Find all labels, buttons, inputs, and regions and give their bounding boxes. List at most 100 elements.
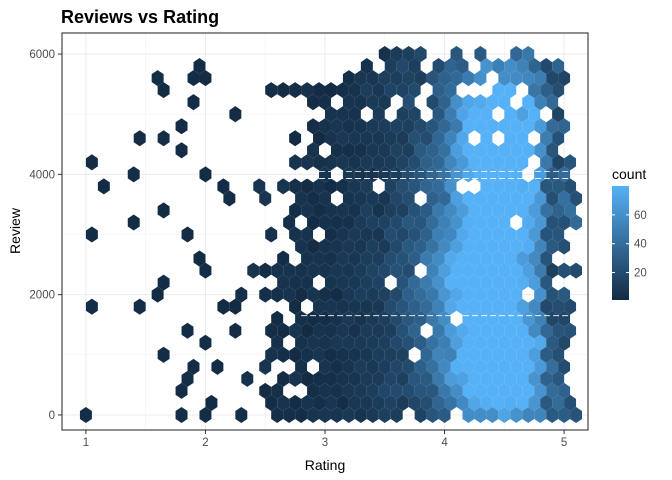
- hex-cell: [295, 286, 308, 303]
- hex-cell: [492, 250, 505, 267]
- hex-cell: [546, 238, 559, 255]
- hex-cell: [528, 394, 541, 411]
- hex-cell: [265, 346, 278, 363]
- hex-cell: [468, 322, 481, 339]
- hex-cell: [402, 94, 415, 111]
- hex-cell: [516, 250, 529, 267]
- x-axis-ticks: 1 2 3 4 5: [83, 430, 567, 449]
- hex-cell: [283, 286, 296, 303]
- hex-cell: [528, 82, 541, 99]
- hex-cell: [348, 106, 361, 123]
- hex-cell: [277, 250, 290, 267]
- hex-cell: [217, 298, 230, 315]
- hex-cell: [570, 262, 583, 279]
- hex-cell: [313, 394, 325, 411]
- hex-cell: [516, 298, 529, 315]
- x-tick-label: 3: [322, 437, 328, 449]
- hex-cell: [366, 118, 379, 135]
- hex-cell: [444, 106, 457, 123]
- hex-cell: [414, 46, 427, 63]
- hex-cell: [396, 82, 409, 99]
- hex-cell: [426, 286, 439, 303]
- hex-cell: [534, 334, 547, 351]
- hex-cell: [534, 382, 547, 399]
- hex-cell: [360, 370, 373, 387]
- hex-cell: [330, 118, 343, 135]
- hex-cell: [414, 286, 427, 303]
- hex-cell: [420, 130, 433, 147]
- hex-cell: [342, 94, 355, 111]
- hex-cell: [325, 82, 337, 99]
- hex-cell: [474, 238, 487, 255]
- hex-cell: [426, 70, 439, 87]
- hex-cell: [510, 118, 523, 135]
- hex-cell: [301, 322, 314, 339]
- hex-cell: [217, 178, 230, 195]
- hex-cell: [432, 322, 445, 339]
- hex-cell: [396, 202, 409, 219]
- hex-cell: [396, 298, 409, 315]
- hex-cell: [354, 214, 367, 231]
- hex-cell: [265, 82, 278, 99]
- hex-cell: [516, 226, 529, 243]
- hex-cell: [348, 250, 361, 267]
- hex-cell: [552, 106, 565, 123]
- hex-cell: [480, 106, 493, 123]
- hex-cell: [360, 154, 373, 171]
- hex-cell: [480, 226, 493, 243]
- hex-cell: [325, 130, 337, 147]
- legend-colorbar: [612, 186, 629, 300]
- hex-cell: [313, 322, 325, 339]
- hex-cell: [570, 190, 583, 207]
- hex-cell: [348, 274, 361, 291]
- hex-cell: [552, 178, 565, 195]
- hex-cell: [462, 214, 475, 231]
- hex-cell: [480, 274, 493, 291]
- hex-cell: [277, 346, 290, 363]
- hex-cell: [564, 298, 577, 315]
- hex-cell: [325, 346, 337, 363]
- hex-cell: [426, 406, 439, 423]
- hex-cell: [342, 406, 355, 423]
- hex-cell: [396, 394, 409, 411]
- legend-tick-label: 40: [634, 239, 647, 251]
- hex-cell: [552, 370, 565, 387]
- hex-cell: [85, 154, 98, 171]
- hex-cell: [552, 82, 565, 99]
- hex-cell: [432, 82, 445, 99]
- hex-cell: [181, 370, 194, 387]
- hex-cell: [295, 334, 308, 351]
- hex-cell: [516, 394, 529, 411]
- hex-cell: [540, 346, 553, 363]
- hex-cell: [265, 226, 278, 243]
- hex-cell: [325, 394, 337, 411]
- hex-cell: [402, 286, 415, 303]
- hex-cell: [307, 142, 320, 159]
- hex-cell: [462, 286, 475, 303]
- hex-cell: [384, 298, 397, 315]
- hex-cell: [528, 250, 541, 267]
- hex-cell: [360, 322, 373, 339]
- hex-cell: [426, 382, 439, 399]
- legend-tick-label: 20: [634, 268, 647, 280]
- hex-cell: [480, 322, 493, 339]
- hex-cell: [342, 358, 355, 375]
- hex-cell: [528, 226, 541, 243]
- hex-cell: [510, 286, 523, 303]
- hex-cell: [342, 238, 355, 255]
- hex-cell: [295, 190, 308, 207]
- hex-cell: [396, 346, 409, 363]
- hex-cell: [360, 82, 373, 99]
- hex-cell: [133, 298, 146, 315]
- hex-cell: [474, 286, 487, 303]
- hex-cell: [522, 118, 535, 135]
- hex-cell: [277, 322, 290, 339]
- hex-cell: [330, 382, 343, 399]
- hex-cell: [558, 262, 571, 279]
- hex-cell: [360, 130, 373, 147]
- hex-cell: [229, 106, 242, 123]
- hex-cell: [432, 250, 445, 267]
- hex-cell: [480, 370, 493, 387]
- hex-cell: [259, 286, 272, 303]
- hex-cell: [552, 58, 565, 75]
